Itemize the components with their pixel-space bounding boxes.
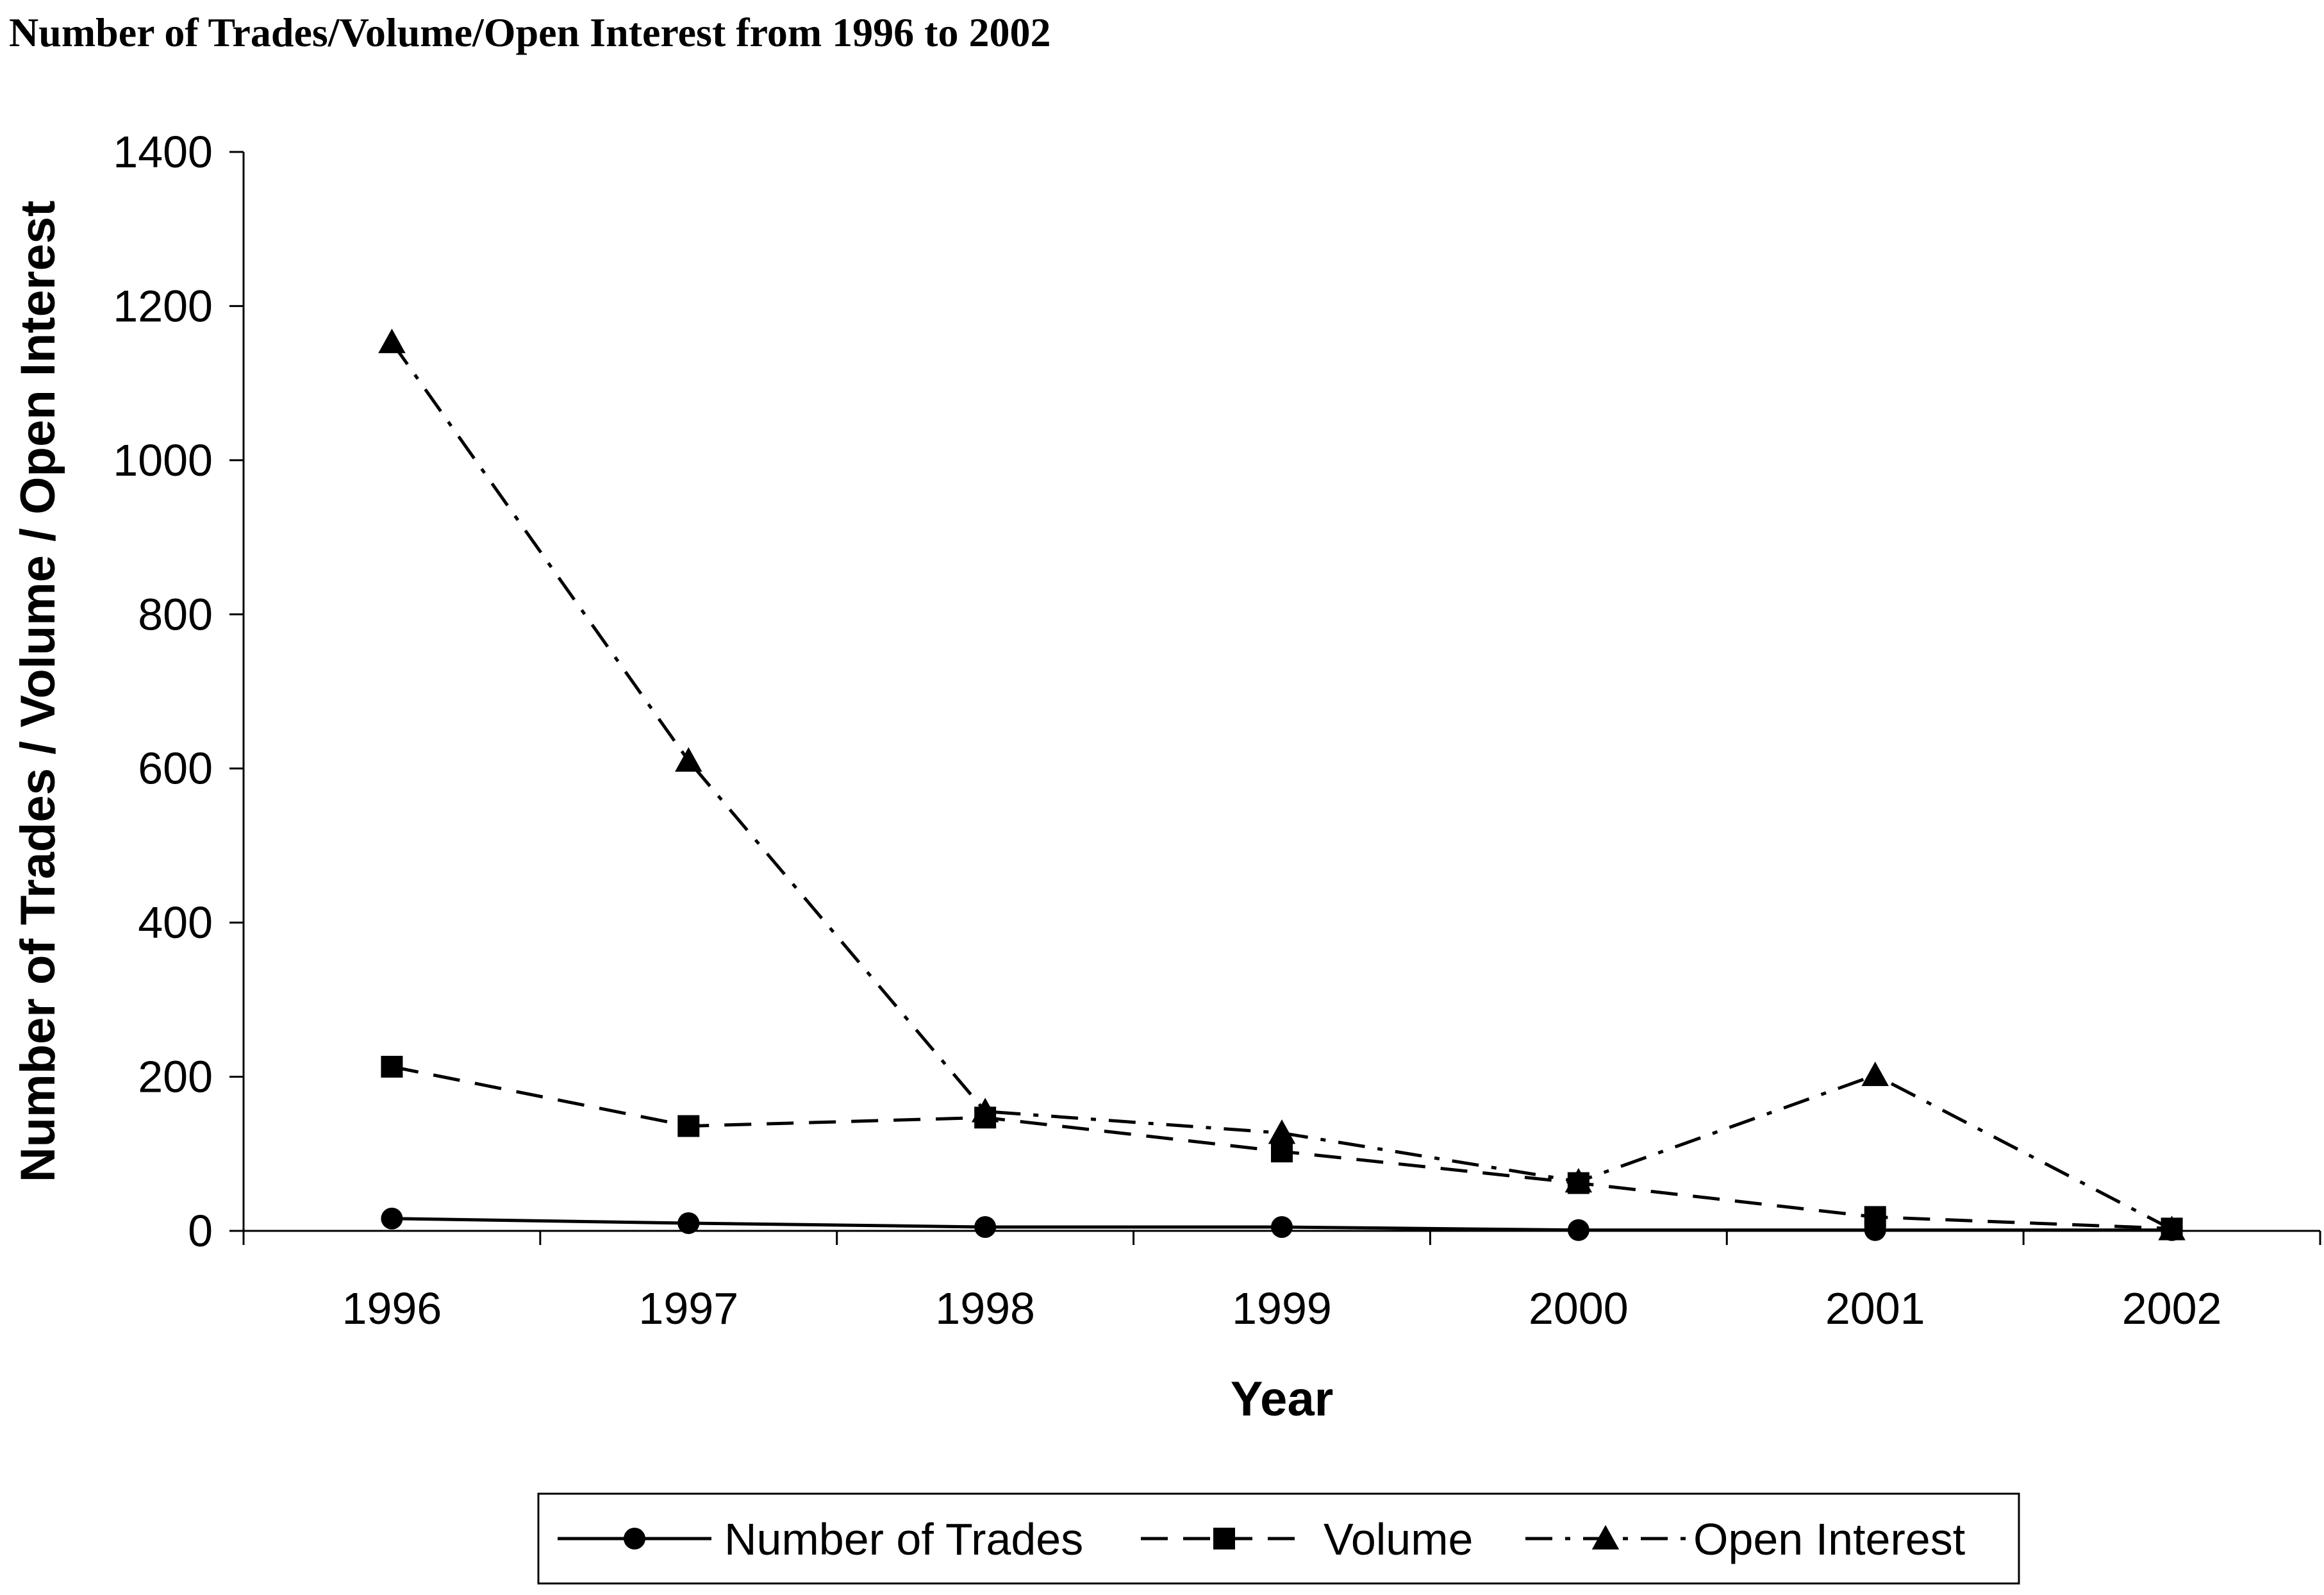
legend: Number of Trades Volume Open Interest bbox=[537, 1492, 2020, 1585]
marker-triangle bbox=[1861, 1061, 1889, 1087]
legend-label: Number of Trades bbox=[724, 1514, 1083, 1564]
series-number-of-trades bbox=[381, 1207, 2183, 1241]
marker-circle bbox=[1271, 1215, 1293, 1238]
y-tick-label: 600 bbox=[138, 744, 213, 794]
x-tick-label: 1999 bbox=[1232, 1283, 1332, 1333]
legend-entry-volume: Volume bbox=[1141, 1514, 1473, 1564]
legend-label: Open Interest bbox=[1693, 1514, 1965, 1564]
series-open-interest bbox=[378, 328, 2186, 1240]
marker-square bbox=[1271, 1140, 1293, 1163]
x-tick-label: 1996 bbox=[342, 1283, 442, 1333]
marker-square bbox=[1213, 1528, 1235, 1549]
axes bbox=[229, 151, 2321, 1245]
series-volume bbox=[381, 1055, 2183, 1240]
y-tick-label: 200 bbox=[138, 1052, 213, 1102]
marker-circle bbox=[677, 1212, 700, 1234]
x-axis-title: Year bbox=[1231, 1372, 1334, 1426]
y-tick-labels: 0 200 400 600 800 1000 1200 1400 bbox=[113, 127, 213, 1256]
legend-entry-number-of-trades: Number of Trades bbox=[558, 1514, 1083, 1564]
x-tick-label: 1998 bbox=[935, 1283, 1035, 1333]
marker-square bbox=[381, 1055, 403, 1078]
legend-label: Volume bbox=[1324, 1514, 1473, 1564]
marker-triangle bbox=[378, 328, 406, 353]
y-tick-label: 1200 bbox=[113, 281, 213, 331]
series-layer bbox=[378, 328, 2186, 1241]
marker-triangle bbox=[1591, 1524, 1620, 1549]
marker-square bbox=[974, 1106, 997, 1129]
y-tick-label: 1000 bbox=[113, 435, 213, 485]
y-tick-label: 1400 bbox=[113, 127, 213, 177]
x-tick-label: 2001 bbox=[1825, 1283, 1925, 1333]
y-tick-label: 400 bbox=[138, 898, 213, 948]
x-tick-label: 2000 bbox=[1529, 1283, 1629, 1333]
marker-triangle bbox=[1268, 1119, 1296, 1144]
chart-title: Number of Trades/Volume/Open Interest fr… bbox=[9, 10, 1050, 55]
y-tick-label: 800 bbox=[138, 589, 213, 639]
x-tick-label: 1997 bbox=[638, 1283, 738, 1333]
marker-triangle bbox=[675, 747, 702, 772]
marker-circle bbox=[624, 1528, 645, 1549]
marker-circle bbox=[2161, 1219, 2183, 1241]
marker-circle bbox=[1567, 1219, 1589, 1241]
y-axis-title: Number of Trades / Volume / Open Interes… bbox=[11, 201, 65, 1183]
x-tick-labels: 1996 1997 1998 1999 2000 2001 2002 bbox=[342, 1283, 2222, 1333]
y-tick-label: 0 bbox=[188, 1206, 213, 1256]
series-line bbox=[390, 341, 2173, 1231]
marker-square bbox=[1567, 1172, 1589, 1194]
x-tick-label: 2002 bbox=[2122, 1283, 2222, 1333]
marker-circle bbox=[381, 1207, 403, 1230]
marker-square bbox=[677, 1115, 700, 1137]
marker-circle bbox=[974, 1215, 997, 1238]
marker-circle bbox=[1864, 1219, 1886, 1241]
legend-entry-open-interest: Open Interest bbox=[1525, 1514, 1965, 1564]
